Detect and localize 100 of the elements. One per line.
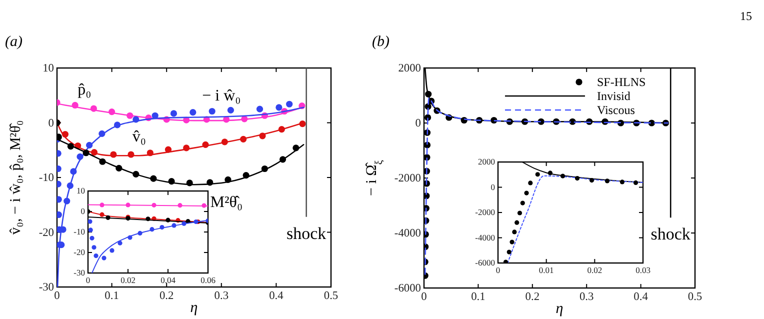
x-tick-label: 0.04: [160, 275, 176, 286]
y-tick-label: 10: [42, 62, 54, 75]
x-tick-label: 0.03: [636, 265, 650, 276]
series-label: M²θ̂₀: [210, 194, 243, 211]
point: [152, 112, 158, 119]
point: [152, 202, 156, 208]
point: [299, 120, 306, 128]
point: [242, 172, 250, 179]
point: [114, 122, 121, 128]
point: [150, 227, 154, 232]
point: [535, 172, 540, 177]
chart-title: (a): [5, 34, 22, 50]
x-tick-label: 0.5: [324, 290, 338, 302]
point: [261, 165, 268, 172]
x-tick-label: 0.5: [688, 291, 702, 304]
ref-line-label: shock: [650, 224, 691, 244]
point: [146, 150, 154, 156]
y-tick-label: -4000: [394, 228, 422, 240]
point: [514, 220, 520, 225]
legend-label: SF-HLNS: [597, 75, 646, 89]
point: [276, 104, 282, 111]
x-tick-label: 0.4: [269, 290, 284, 302]
y-tick-label: 10: [76, 186, 85, 196]
point: [286, 100, 293, 108]
series-label: Viscous: [597, 103, 636, 117]
point: [86, 142, 93, 148]
y-axis-title: v̂₀, − i ŵ₀, p̂₀, M²θ̂₀: [8, 120, 24, 235]
point: [256, 106, 264, 112]
y-tick-label: -30: [38, 282, 54, 294]
point: [164, 146, 172, 153]
point: [88, 219, 92, 224]
point: [170, 110, 178, 117]
point: [620, 180, 625, 184]
point: [106, 215, 110, 220]
y-tick-label: 0: [48, 117, 54, 130]
point: [520, 200, 525, 206]
x-tick-label: 0.4: [634, 291, 648, 304]
y-tick-label: -10: [38, 172, 54, 184]
point: [206, 179, 214, 186]
point: [190, 109, 196, 116]
y-tick-label: -20: [38, 226, 54, 239]
point: [166, 218, 170, 222]
point: [633, 180, 638, 185]
point: [110, 151, 117, 158]
point: [240, 136, 247, 142]
point: [574, 176, 580, 181]
x-axis-title: η: [556, 301, 564, 317]
point: [183, 144, 190, 152]
point: [132, 116, 140, 123]
point: [118, 240, 122, 246]
point: [512, 230, 517, 234]
x-tick-label: 0.2: [525, 291, 540, 304]
series-label: p̂₀: [78, 82, 92, 99]
y-tick-label: -4000: [475, 232, 495, 242]
y-tick-label: 0: [415, 118, 422, 130]
point: [126, 112, 134, 119]
point: [90, 105, 98, 112]
point: [116, 164, 122, 172]
series-label: − i ŵ₀: [202, 88, 241, 105]
x-tick-label: 0.02: [120, 275, 136, 286]
y-tick-label: 2000: [398, 62, 422, 75]
x-tick-label: 0.02: [587, 265, 602, 276]
point: [259, 132, 266, 140]
y-tick-label: -6000: [475, 258, 495, 268]
x-tick-label: 0.2: [159, 290, 174, 302]
point: [94, 253, 98, 258]
point: [100, 202, 104, 208]
point: [524, 190, 529, 196]
point: [292, 144, 300, 152]
point: [128, 151, 134, 158]
point: [178, 203, 182, 208]
x-tick-label: 0.01: [538, 265, 554, 276]
line-series: [92, 220, 208, 273]
point: [64, 198, 70, 204]
y-tick-label: -6000: [394, 282, 422, 295]
point: [66, 182, 74, 190]
y-tick-label: -30: [74, 268, 85, 278]
point: [150, 175, 157, 182]
point: [67, 143, 74, 150]
point: [510, 240, 514, 244]
y-tick-label: -2000: [475, 207, 495, 218]
y-tick-label: 0: [80, 206, 85, 216]
x-tick-label: 0.1: [104, 290, 120, 302]
point: [100, 212, 104, 217]
point: [82, 150, 90, 156]
point: [90, 236, 94, 240]
y-tick-label: 2000: [478, 156, 495, 167]
point: [126, 202, 130, 208]
point: [560, 174, 566, 178]
point: [99, 158, 106, 165]
point: [172, 223, 176, 228]
y-tick-label: -20: [74, 247, 85, 258]
point: [90, 149, 98, 156]
point: [227, 106, 234, 114]
text: 15: [740, 9, 752, 23]
x-tick-label: 0.3: [214, 290, 229, 302]
point: [528, 180, 533, 186]
point: [224, 176, 232, 183]
point: [517, 210, 522, 216]
point: [168, 178, 175, 185]
